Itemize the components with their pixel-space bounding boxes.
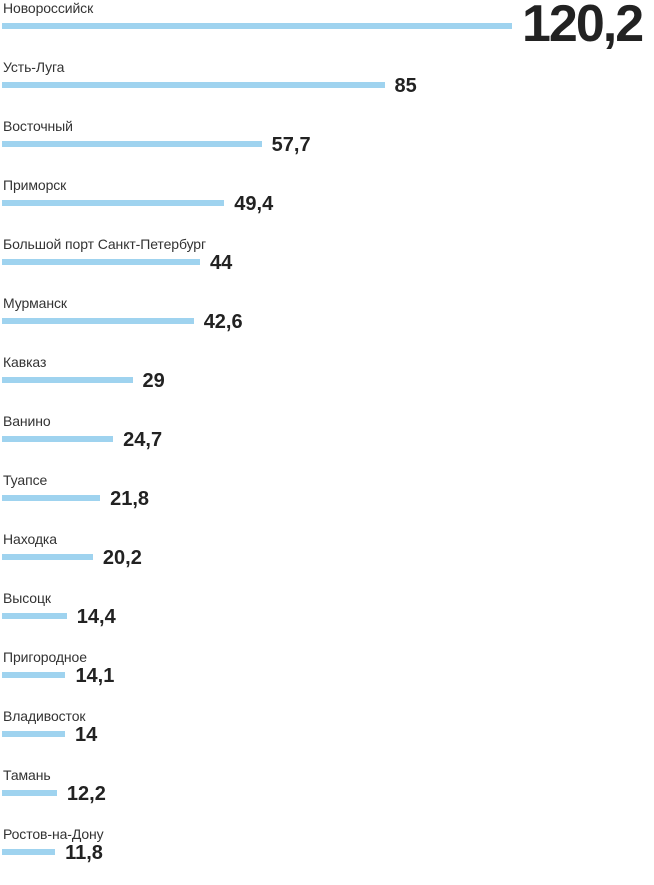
value-label: 85	[394, 75, 417, 97]
bar-row: Находка 20,2	[0, 531, 654, 590]
bar	[2, 790, 57, 796]
bar	[2, 613, 67, 619]
bar-row: Усть-Луга 85	[0, 59, 654, 118]
category-label: Тамань	[3, 767, 51, 783]
category-label: Новороссийск	[3, 0, 94, 16]
value-label: 11,8	[65, 842, 103, 864]
bar	[2, 436, 114, 442]
bar	[2, 731, 65, 737]
category-label: Пригородное	[3, 649, 87, 665]
bar-row: Владивосток 14	[0, 708, 654, 767]
category-label: Мурманск	[3, 295, 67, 311]
bar-row: Большой порт Санкт-Петербург 44	[0, 236, 654, 295]
category-label: Ростов-на-Дону	[3, 826, 104, 842]
value-label: 14,4	[76, 606, 116, 628]
category-label: Восточный	[3, 118, 73, 134]
value-label: 49,4	[234, 193, 274, 215]
bar-row: Тамань 12,2	[0, 767, 654, 826]
bar-row: Пригородное 14,1	[0, 649, 654, 708]
category-label: Большой порт Санкт-Петербург	[3, 236, 207, 252]
bar-row: Ванино 24,7	[0, 413, 654, 472]
category-label: Приморск	[3, 177, 67, 193]
category-label: Усть-Луга	[3, 59, 65, 75]
category-label: Туапсе	[3, 472, 48, 488]
bar-row: Мурманск 42,6	[0, 295, 654, 354]
bar	[2, 554, 93, 560]
bar-row: Восточный 57,7	[0, 118, 654, 177]
category-label: Кавказ	[3, 354, 47, 370]
bar	[2, 141, 262, 147]
bar	[2, 200, 225, 206]
bar	[2, 849, 56, 855]
bar	[2, 82, 385, 88]
bar	[2, 377, 133, 383]
value-label: 44	[210, 252, 233, 274]
bar-row: Кавказ 29	[0, 354, 654, 413]
bar	[2, 672, 66, 678]
bar	[2, 495, 101, 501]
value-label: 29	[142, 370, 165, 392]
value-label: 20,2	[102, 547, 142, 569]
value-label: 42,6	[203, 311, 243, 333]
value-label: 57,7	[271, 134, 311, 156]
category-label: Ванино	[3, 413, 51, 429]
bar-row: Туапсе 21,8	[0, 472, 654, 531]
value-label: 21,8	[110, 488, 150, 510]
category-label: Владивосток	[3, 708, 86, 724]
value-label: 14,1	[75, 665, 115, 687]
value-label: 24,7	[123, 429, 163, 451]
bar	[2, 318, 194, 324]
bar-row: Высоцк 14,4	[0, 590, 654, 649]
category-label: Высоцк	[3, 590, 51, 606]
category-label: Находка	[3, 531, 57, 547]
value-label: 12,2	[66, 783, 106, 805]
value-label: 120,2	[522, 0, 644, 53]
bar-row: Новороссийск 120,2	[0, 0, 654, 59]
bar-row: Приморск 49,4	[0, 177, 654, 236]
bar	[2, 259, 200, 265]
bar-row: Ростов-на-Дону 11,8	[0, 826, 654, 885]
bar	[2, 23, 512, 29]
value-label: 14	[75, 724, 98, 746]
horizontal-bar-chart: Новороссийск 120,2 Усть-Луга 85 Восточный 57,…	[0, 0, 654, 863]
